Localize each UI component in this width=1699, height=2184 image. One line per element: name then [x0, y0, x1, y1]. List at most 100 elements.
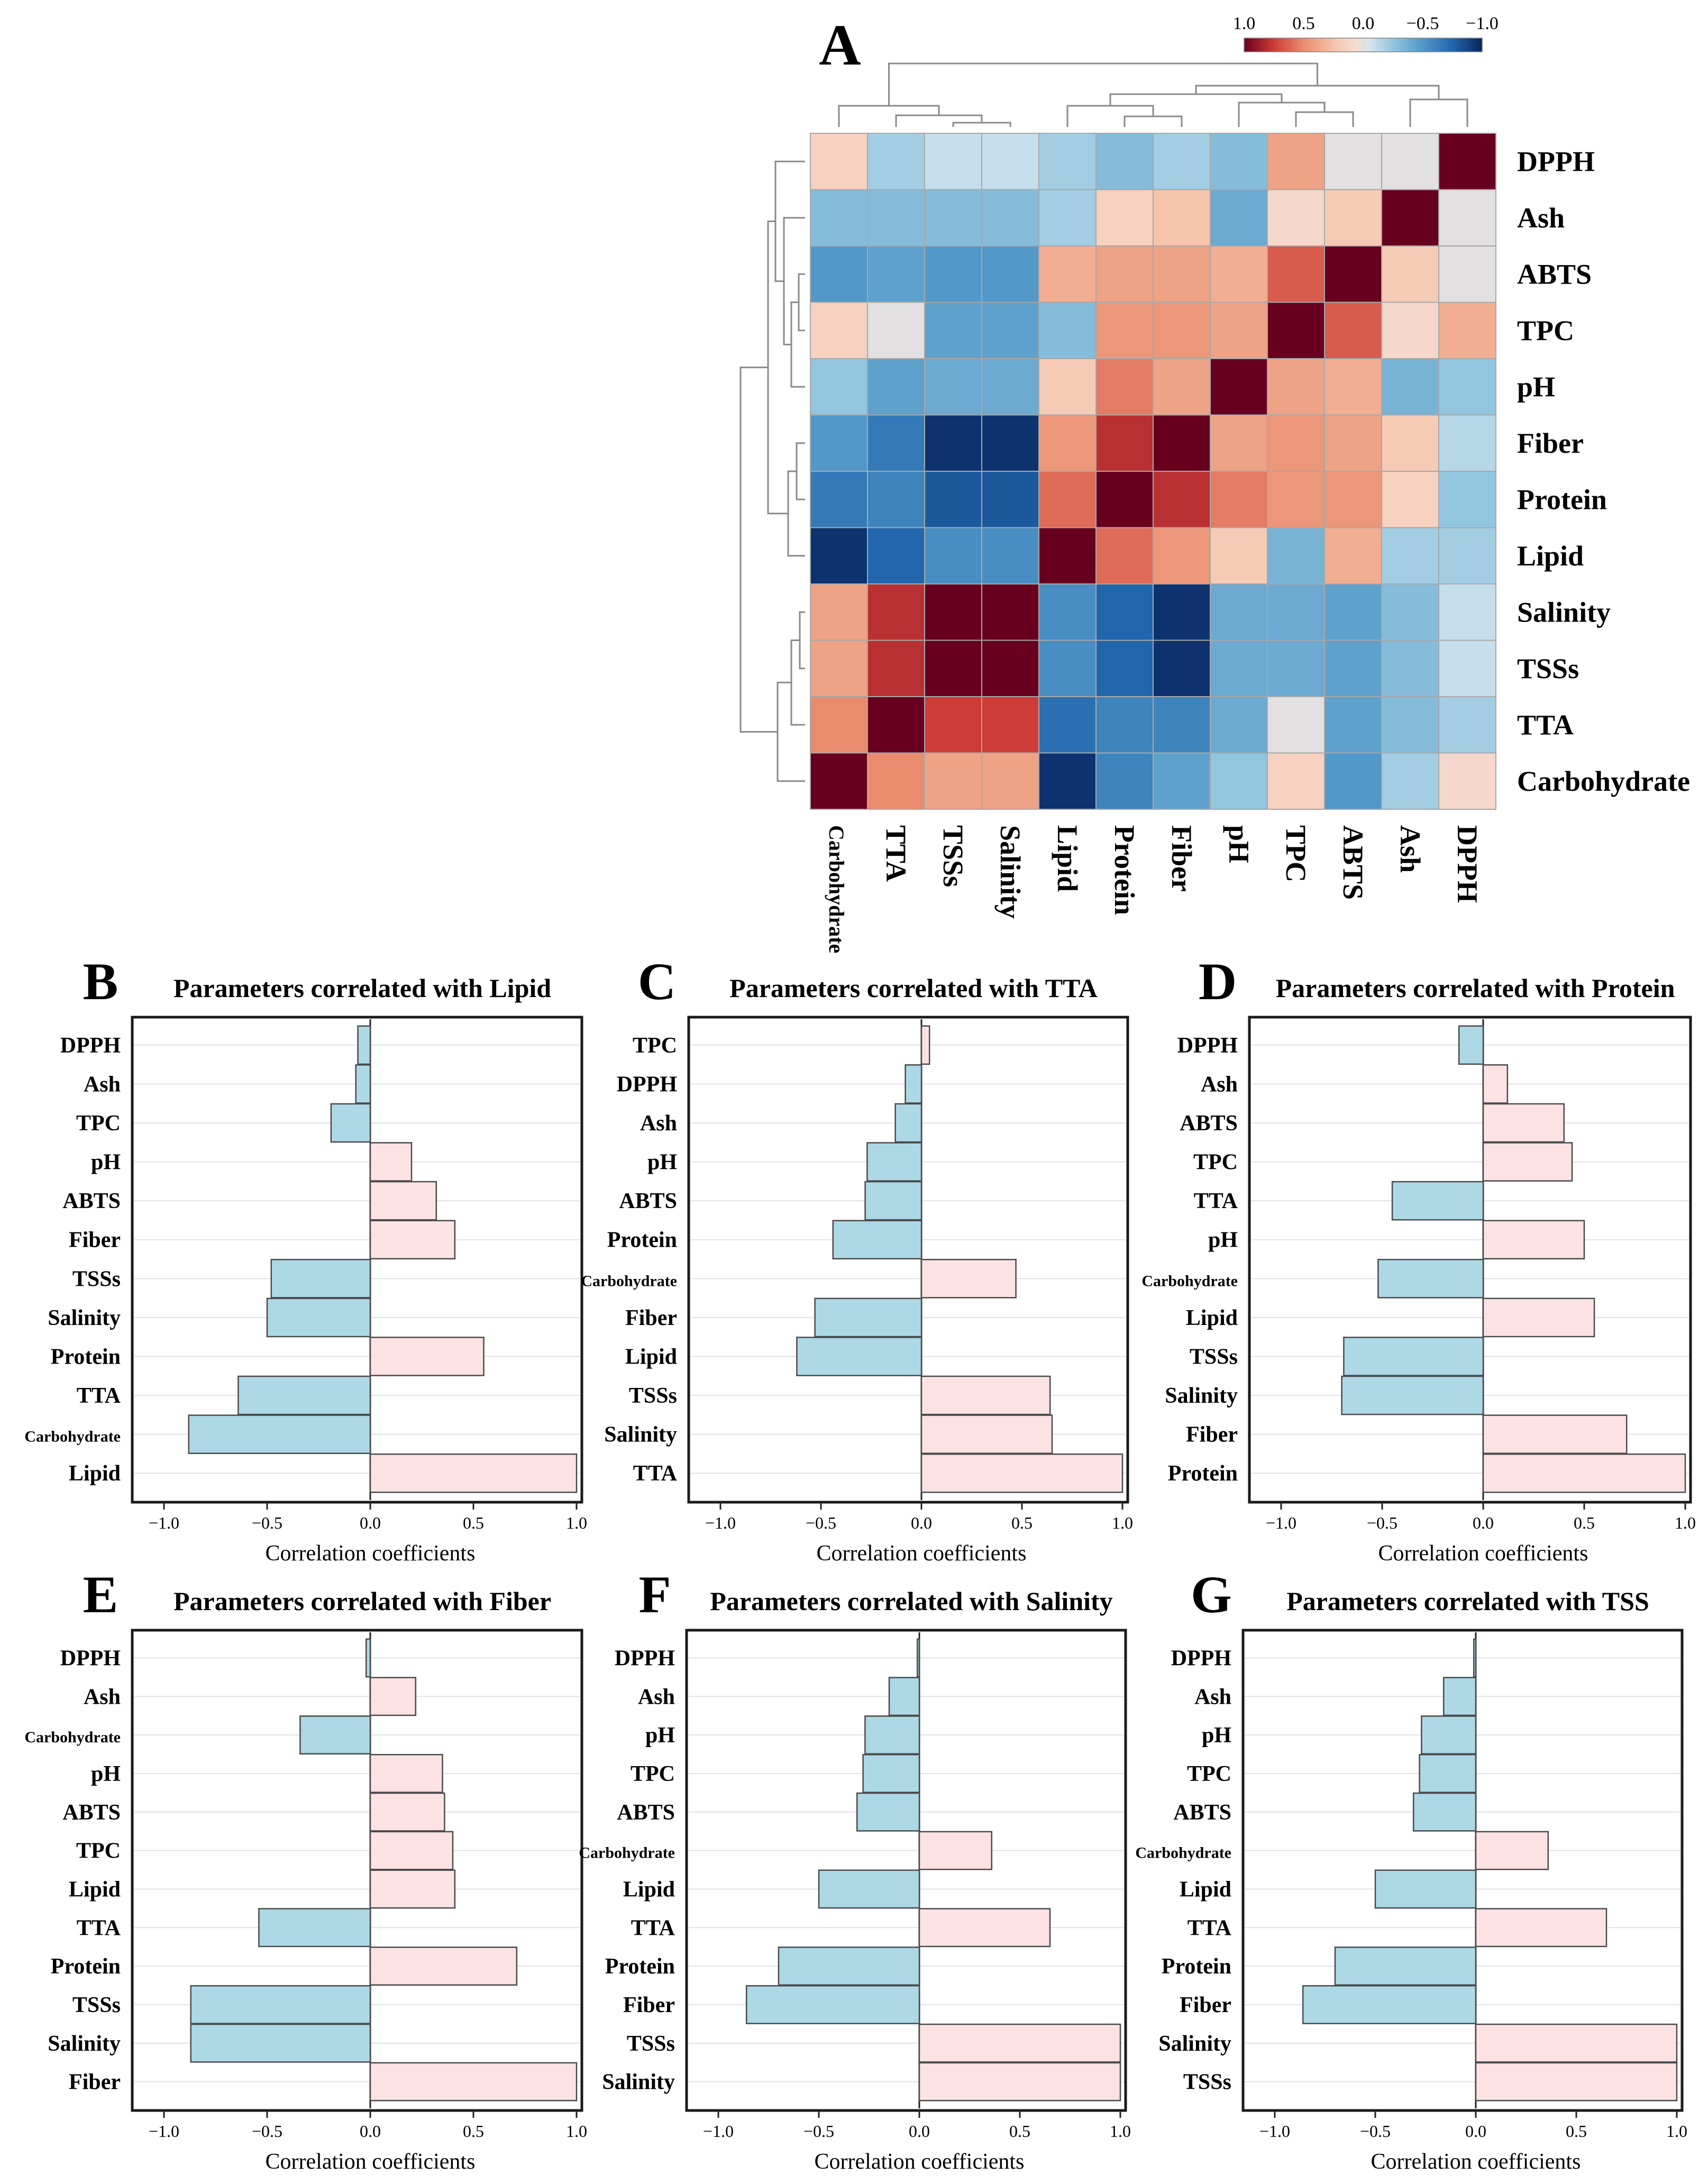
- heatmap-cell: [1324, 189, 1382, 246]
- category-label: Lipid: [623, 1877, 675, 1902]
- heatmap-cell: [1210, 471, 1268, 528]
- x-axis-label: Correlation coefficients: [266, 2150, 476, 2174]
- colorbar-tick-label: 1.0: [1233, 14, 1256, 33]
- category-label: ABTS: [1173, 1801, 1231, 1825]
- colorbar-segment: [1374, 38, 1377, 52]
- category-label: TPC: [1187, 1762, 1231, 1786]
- bar: [1482, 1103, 1565, 1143]
- category-label: TPC: [633, 1034, 677, 1058]
- colorbar-segment: [1260, 38, 1263, 52]
- heatmap-cell: [1438, 358, 1496, 416]
- category-label: TTA: [77, 1916, 121, 1940]
- colorbar-segment: [1453, 38, 1456, 52]
- panel-label: C: [638, 952, 676, 1011]
- heatmap-column-label: Salinity: [994, 825, 1026, 919]
- bar: [814, 1297, 922, 1338]
- heatmap-cell: [924, 133, 982, 190]
- heatmap-cell: [1381, 189, 1439, 246]
- heatmap-cell: [1210, 358, 1268, 416]
- dendrogram-link: [796, 442, 805, 500]
- heatmap-cell: [1267, 189, 1325, 246]
- category-label: Protein: [51, 1954, 121, 1979]
- panel-title: Parameters correlated with Lipid: [173, 973, 551, 1003]
- bar: [330, 1103, 371, 1143]
- colorbar-segment: [1450, 38, 1454, 52]
- bar-panel-c: C Parameters correlated with TTA TPC DPPH As…: [581, 952, 1133, 1566]
- dendrogram-link: [838, 105, 940, 127]
- heatmap-cell: [1153, 696, 1211, 754]
- colorbar-tick-label: −1.0: [1466, 14, 1499, 33]
- colorbar-segment: [1310, 38, 1313, 52]
- category-label: Ash: [1201, 1072, 1238, 1096]
- category-label: Ash: [84, 1072, 121, 1096]
- colorbar-segment: [1382, 38, 1385, 52]
- heatmap-cell: [1038, 752, 1097, 810]
- heatmap-cell: [1038, 583, 1097, 641]
- category-label: Lipid: [1186, 1306, 1238, 1330]
- heatmap-cell: [1267, 245, 1325, 303]
- colorbar-segment: [1316, 38, 1319, 52]
- category-label: TTA: [631, 1916, 675, 1940]
- heatmap-cell: [1038, 527, 1097, 584]
- heatmap-cell: [810, 301, 868, 359]
- colorbar-segment: [1387, 38, 1390, 52]
- heatmap-cell: [1381, 245, 1439, 303]
- panel-label: G: [1191, 1565, 1232, 1624]
- bar: [1334, 1947, 1477, 1986]
- heatmap-cell: [1153, 471, 1211, 528]
- category-label: DPPH: [60, 1646, 121, 1670]
- colorbar-segment: [1313, 38, 1316, 52]
- heatmap-cell: [981, 133, 1039, 190]
- colorbar-segment: [1437, 38, 1440, 52]
- x-tick-label: 1.0: [1110, 2122, 1131, 2141]
- category-label: Salinity: [48, 2032, 121, 2056]
- colorbar-segment: [1347, 38, 1350, 52]
- category-label: TPC: [1193, 1150, 1238, 1175]
- bar: [266, 1297, 371, 1338]
- x-tick-label: 1.0: [1666, 2122, 1687, 2141]
- heatmap-cell: [981, 752, 1039, 810]
- colorbar-segment: [1294, 38, 1298, 52]
- heatmap-row-label: TPC: [1517, 315, 1574, 346]
- heatmap-column-labels: Carbohydrate TTA TSSs Salinity Lipid Protein F…: [825, 825, 1483, 953]
- heatmap-cell: [1038, 696, 1097, 754]
- colorbar-segment: [1329, 38, 1332, 52]
- category-label: Protein: [1162, 1954, 1231, 1979]
- dendrogram-link: [1295, 111, 1354, 127]
- category-label: Lipid: [69, 1461, 121, 1486]
- heatmap-cell: [1153, 414, 1211, 472]
- bar: [920, 1414, 1053, 1454]
- colorbar-segment: [1281, 38, 1284, 52]
- heatmap-cell: [1324, 414, 1382, 472]
- heatmap-cell: [1324, 583, 1382, 641]
- bar: [188, 1414, 371, 1454]
- heatmap-cell: [1153, 639, 1211, 697]
- category-label: TSSs: [72, 1993, 121, 2017]
- heatmap-cell: [1438, 414, 1496, 472]
- dendrogram-link: [1195, 85, 1440, 99]
- dendrogram-link: [888, 62, 1318, 106]
- colorbar-segment: [1397, 38, 1401, 52]
- panel-title: Parameters correlated with Fiber: [173, 1586, 551, 1616]
- bar: [1412, 1792, 1477, 1832]
- heatmap-cell: [1095, 245, 1154, 303]
- heatmap-cell: [1438, 583, 1496, 641]
- colorbar-segment: [1249, 38, 1253, 52]
- category-label: Fiber: [69, 2070, 121, 2095]
- bar: [866, 1142, 922, 1182]
- heatmap-cell: [1267, 358, 1325, 416]
- bar: [864, 1715, 920, 1755]
- heatmap-cell: [1324, 752, 1382, 810]
- bar: [369, 1677, 417, 1716]
- x-axis-label: Correlation coefficients: [815, 2150, 1025, 2174]
- heatmap-cell: [867, 752, 925, 810]
- panel-label: F: [638, 1565, 671, 1624]
- x-tick-label: 0.0: [1473, 1513, 1494, 1532]
- x-tick-label: 0.0: [360, 1513, 381, 1532]
- x-tick-label: −0.5: [1367, 1513, 1397, 1532]
- dendrogram-link: [783, 217, 805, 345]
- heatmap-cell: [1438, 639, 1496, 697]
- colorbar: 1.0 0.5 0.0 −0.5 −1.0: [1233, 14, 1499, 52]
- bar: [1475, 1908, 1607, 1948]
- heatmap-cell: [981, 639, 1039, 697]
